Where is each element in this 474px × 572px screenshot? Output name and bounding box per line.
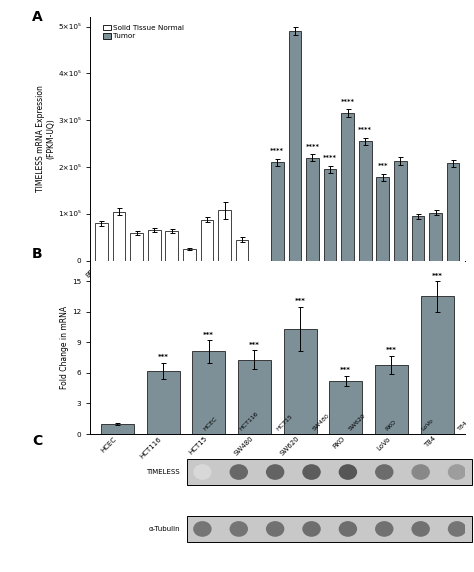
Text: Solid Tissue Normal: Solid Tissue Normal — [134, 319, 210, 327]
Bar — [236, 240, 248, 261]
Bar — [283, 329, 317, 434]
Text: ***: *** — [203, 332, 214, 337]
Text: RKO: RKO — [384, 419, 397, 431]
Text: A: A — [32, 10, 43, 24]
Bar — [429, 213, 442, 261]
Text: Tumor: Tumor — [354, 319, 377, 327]
Text: C: C — [32, 434, 42, 448]
Text: ****: **** — [270, 148, 284, 154]
Ellipse shape — [375, 521, 393, 537]
Bar — [421, 296, 454, 434]
Text: ***: *** — [249, 342, 260, 348]
Bar — [329, 381, 362, 434]
Text: HCT116: HCT116 — [239, 411, 260, 431]
Y-axis label: TIMELESS mRNA Expression
(FPKM-UQ): TIMELESS mRNA Expression (FPKM-UQ) — [36, 86, 55, 192]
Bar — [238, 360, 271, 434]
Ellipse shape — [338, 521, 357, 537]
Bar — [146, 371, 180, 434]
Bar — [148, 231, 161, 261]
Bar — [306, 158, 319, 261]
Text: ***: *** — [377, 163, 388, 169]
Bar — [447, 164, 459, 261]
Ellipse shape — [338, 464, 357, 480]
Bar — [341, 113, 354, 261]
Text: ***: *** — [432, 273, 443, 279]
Text: ****: **** — [341, 99, 355, 105]
Bar — [289, 31, 301, 261]
Ellipse shape — [302, 521, 321, 537]
Bar — [113, 212, 126, 261]
Text: ****: **** — [358, 127, 372, 133]
Text: ***: *** — [158, 354, 169, 360]
Ellipse shape — [411, 464, 430, 480]
Ellipse shape — [448, 464, 466, 480]
Ellipse shape — [448, 521, 466, 537]
Bar — [183, 249, 196, 261]
Bar — [95, 223, 108, 261]
Text: ***: *** — [386, 347, 397, 353]
Ellipse shape — [193, 521, 211, 537]
Text: ****: **** — [305, 144, 319, 150]
Legend: Solid Tissue Normal, Tumor: Solid Tissue Normal, Tumor — [101, 23, 186, 41]
Ellipse shape — [266, 521, 284, 537]
Text: HCEC: HCEC — [202, 416, 218, 431]
FancyBboxPatch shape — [187, 459, 472, 484]
Bar — [201, 220, 213, 261]
Text: LoVo: LoVo — [420, 418, 435, 431]
Y-axis label: Fold Change in mRNA: Fold Change in mRNA — [60, 306, 69, 389]
Bar — [192, 352, 225, 434]
Bar — [218, 210, 231, 261]
Text: T84: T84 — [457, 420, 469, 431]
Bar — [359, 141, 372, 261]
Ellipse shape — [302, 464, 321, 480]
Ellipse shape — [229, 464, 248, 480]
Text: B: B — [32, 247, 43, 261]
Bar — [165, 231, 178, 261]
Bar — [394, 161, 407, 261]
Text: ***: *** — [295, 298, 306, 304]
Ellipse shape — [193, 464, 211, 480]
Bar — [411, 216, 424, 261]
Text: SW480: SW480 — [311, 412, 330, 431]
Bar — [130, 233, 143, 261]
Ellipse shape — [266, 464, 284, 480]
Ellipse shape — [375, 464, 393, 480]
Bar — [375, 365, 408, 434]
Text: TIMELESS: TIMELESS — [146, 469, 180, 475]
Text: SW620: SW620 — [348, 412, 367, 431]
Bar — [271, 162, 283, 261]
Text: HCT15: HCT15 — [275, 414, 293, 431]
Text: ***: *** — [340, 367, 351, 374]
FancyBboxPatch shape — [187, 517, 472, 542]
Bar — [101, 424, 134, 434]
Ellipse shape — [229, 521, 248, 537]
Bar — [376, 177, 389, 261]
Ellipse shape — [411, 521, 430, 537]
Bar — [324, 169, 337, 261]
Text: α-Tubulin: α-Tubulin — [148, 526, 180, 532]
Text: ****: **** — [323, 156, 337, 161]
